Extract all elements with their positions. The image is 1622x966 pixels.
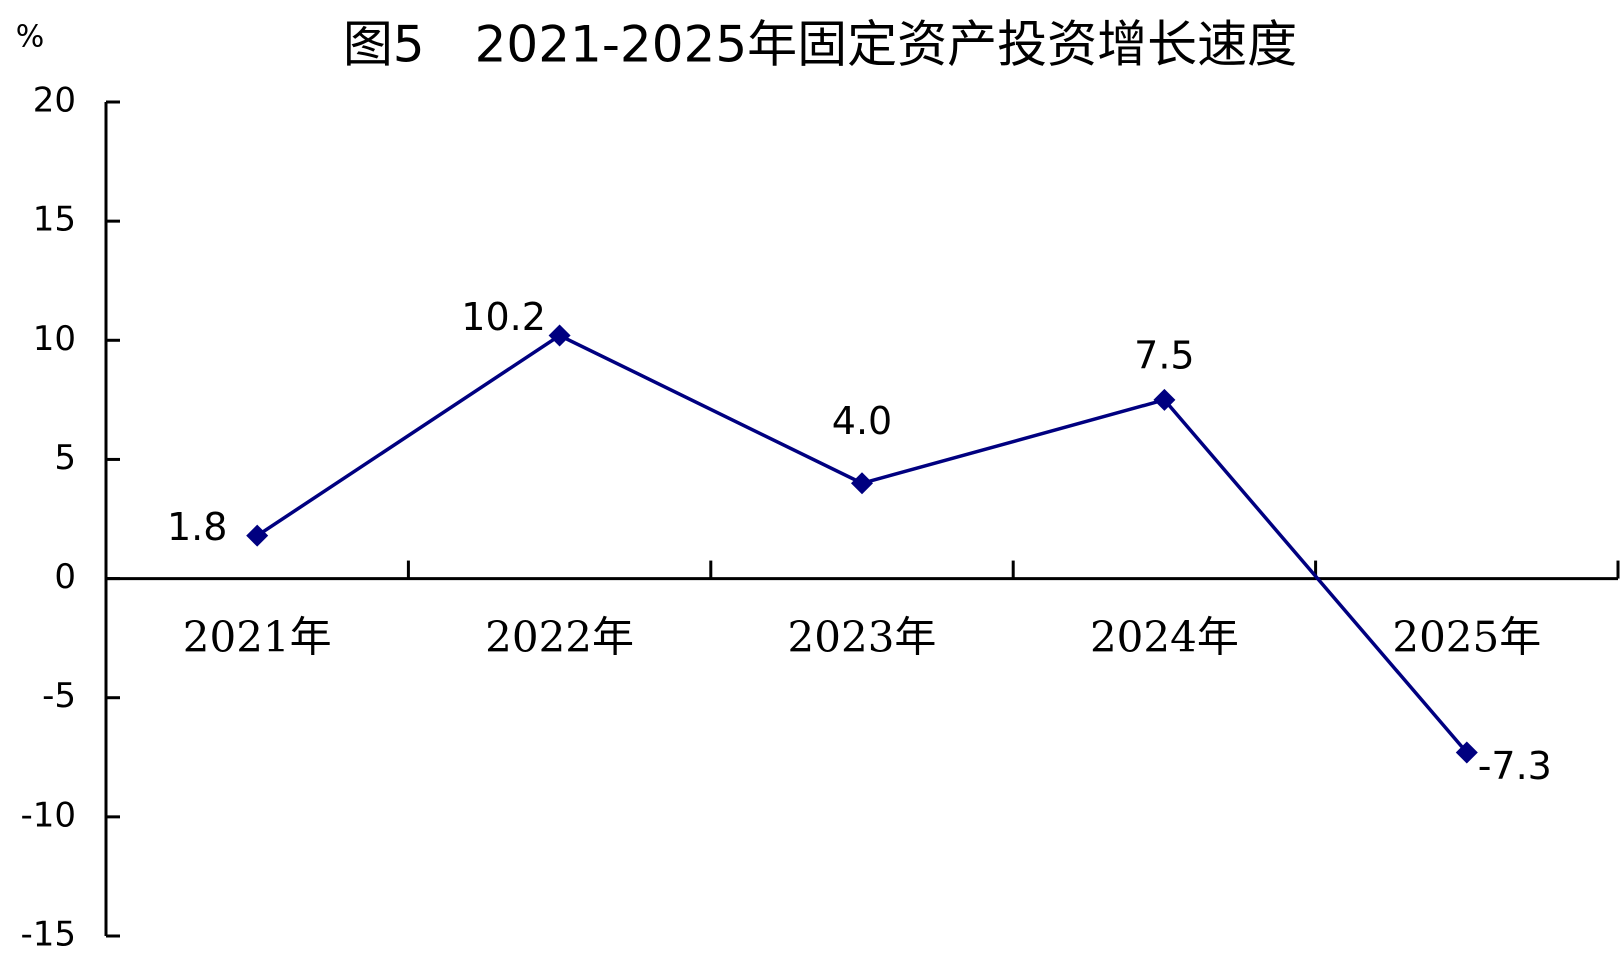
data-label: -7.3 <box>1478 744 1552 788</box>
data-label: 10.2 <box>461 295 546 339</box>
data-label: 7.5 <box>1134 333 1194 377</box>
y-tick-label: 20 <box>33 81 76 121</box>
y-tick-label: -10 <box>20 795 76 835</box>
x-tick-label: 2025年 <box>1392 613 1541 662</box>
chart-title: 图5 2021-2025年固定资产投资增长速度 <box>343 16 1297 74</box>
data-point <box>548 324 571 347</box>
y-tick-label: -5 <box>42 676 76 716</box>
y-tick-label: 5 <box>54 438 76 478</box>
data-label: 1.8 <box>167 505 227 549</box>
data-point <box>246 524 269 547</box>
data-label: 4.0 <box>832 399 892 443</box>
x-tick-label: 2022年 <box>485 613 634 662</box>
y-axis-unit: % <box>16 20 45 55</box>
y-tick-label: 10 <box>33 319 76 359</box>
x-tick-label: 2024年 <box>1090 613 1239 662</box>
y-tick-label: 15 <box>33 200 76 240</box>
y-tick-label: -15 <box>20 915 76 955</box>
x-tick-label: 2023年 <box>788 613 937 662</box>
y-tick-label: 0 <box>54 557 76 597</box>
data-point <box>1153 388 1176 411</box>
x-tick-label: 2021年 <box>183 613 332 662</box>
data-point <box>1455 741 1478 764</box>
data-point <box>851 472 873 495</box>
